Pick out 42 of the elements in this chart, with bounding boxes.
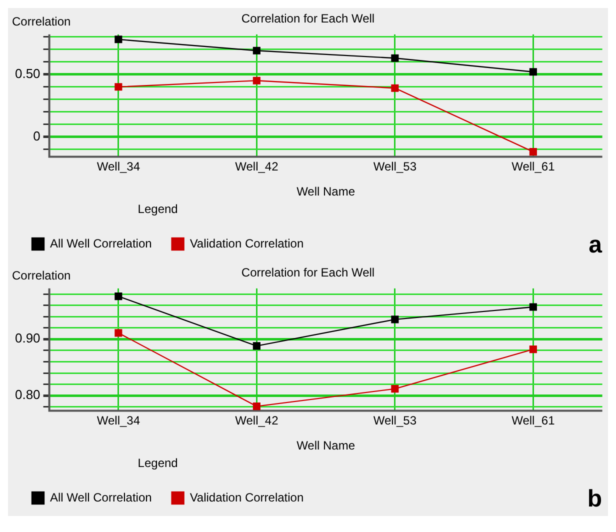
- point: [391, 54, 399, 62]
- x-tick-label: Well_42: [235, 413, 279, 428]
- x-tick-label: Well_34: [96, 413, 140, 428]
- point: [391, 84, 399, 92]
- chart-title: Correlation for Each Well: [241, 12, 375, 26]
- y-axis-title: Correlation: [12, 14, 71, 29]
- point: [252, 402, 260, 410]
- x-axis-title: Well Name: [296, 184, 356, 199]
- legend-label: Validation Correlation: [190, 490, 304, 504]
- legend-label: Validation Correlation: [190, 236, 304, 250]
- point: [529, 303, 537, 311]
- x-tick-label: Well_61: [512, 413, 556, 428]
- point: [529, 346, 537, 354]
- point: [529, 68, 537, 76]
- point: [114, 292, 122, 300]
- legend-title: Legend: [138, 456, 178, 470]
- point: [252, 342, 260, 350]
- x-axis-title: Well Name: [296, 438, 356, 453]
- point: [114, 329, 122, 337]
- text: a: [588, 232, 603, 259]
- legend-label: All Well Correlation: [50, 490, 152, 504]
- point: [114, 36, 122, 44]
- y-tick-label: 0.90: [14, 330, 40, 346]
- point: [114, 83, 122, 91]
- x-tick-label: Well_53: [373, 413, 417, 428]
- legend-title: Legend: [138, 202, 178, 216]
- x-tick-label: Well_42: [235, 159, 279, 174]
- y-tick-label: 0.50: [14, 66, 40, 81]
- x-tick-label: Well_61: [512, 159, 556, 174]
- point: [391, 385, 399, 393]
- x-tick-label: Well_53: [373, 159, 417, 174]
- legend-label: All Well Correlation: [50, 236, 152, 250]
- y-axis-title: Correlation: [12, 268, 71, 283]
- y-tick-label: 0.80: [14, 387, 40, 402]
- chart-title: Correlation for Each Well: [241, 266, 375, 280]
- point: [529, 148, 537, 156]
- point: [252, 76, 260, 84]
- y-tick-label: 0: [33, 128, 40, 144]
- point: [391, 316, 399, 324]
- text: b: [587, 486, 602, 513]
- x-tick-label: Well_34: [96, 159, 140, 174]
- point: [252, 46, 260, 54]
